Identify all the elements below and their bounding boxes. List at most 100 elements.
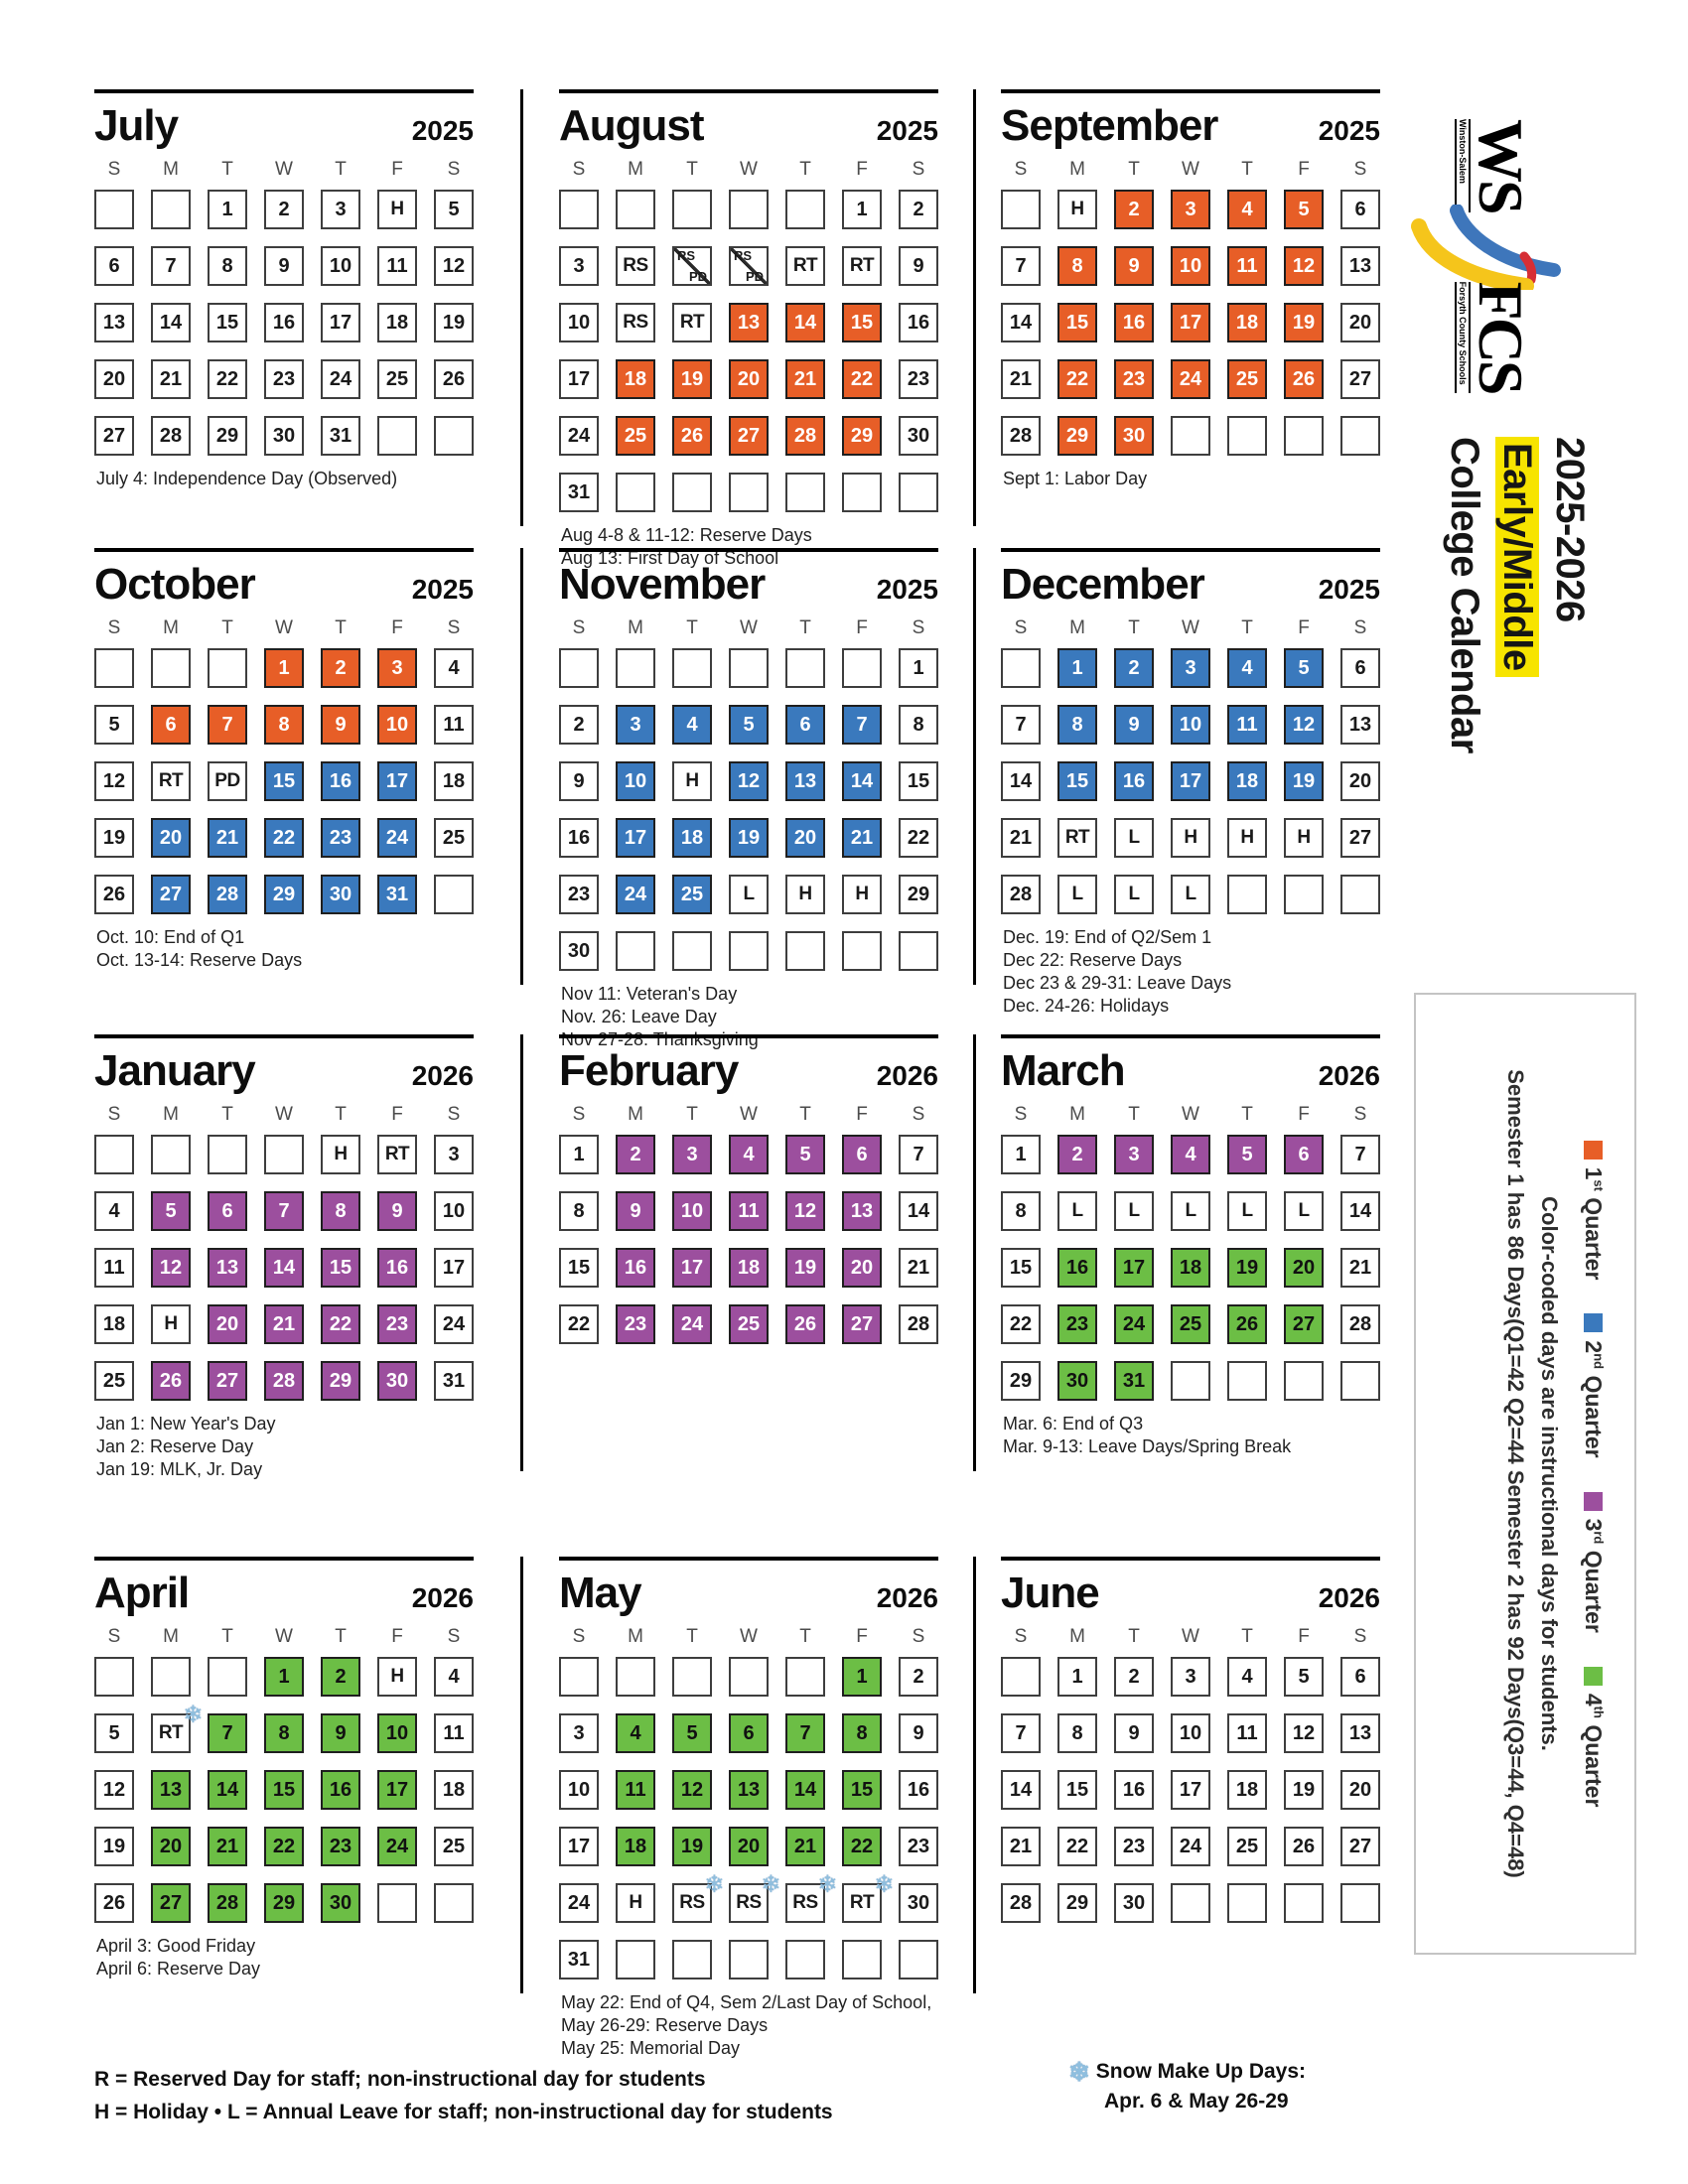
day-cell: 7 xyxy=(1001,705,1041,745)
weekday-label: M xyxy=(1069,159,1085,180)
day-cell: 3 xyxy=(1171,648,1210,688)
day-cell: 31 xyxy=(377,875,417,914)
month-note: April 3: Good Friday xyxy=(96,1936,256,1956)
day-cell: 20 xyxy=(729,1827,769,1866)
day-cell: 16 xyxy=(1057,1248,1097,1288)
day-cell: 3 xyxy=(1171,1657,1210,1697)
day-cell: 3 xyxy=(672,1135,712,1174)
weekday-label: T xyxy=(799,1104,811,1125)
weekday-label: M xyxy=(628,617,643,638)
legend-quarter-label: 4th Quarter xyxy=(1581,1693,1607,1808)
day-cell-rs: RS xyxy=(616,246,655,286)
column-divider xyxy=(520,1034,523,1471)
day-cell: 7 xyxy=(264,1191,304,1231)
day-cell: 16 xyxy=(1114,303,1154,342)
q2-color-swatch xyxy=(1584,1313,1603,1333)
day-cell: 29 xyxy=(842,416,882,456)
month-year: 2026 xyxy=(1318,1060,1380,1091)
day-cell: 30 xyxy=(321,1883,360,1923)
day-cell: 11 xyxy=(434,1713,474,1753)
day-cell: 4 xyxy=(434,648,474,688)
day-cell: 10 xyxy=(377,705,417,745)
day-cell: 3 xyxy=(616,705,655,745)
day-cell: 5 xyxy=(1284,190,1324,229)
day-cell: 13 xyxy=(151,1770,191,1810)
column-divider xyxy=(973,1034,976,1471)
weekday-label: W xyxy=(740,159,758,180)
day-cell-empty xyxy=(151,648,191,688)
day-cell-empty xyxy=(434,875,474,914)
day-cell: 12 xyxy=(151,1248,191,1288)
legend-quarter-item: 4th Quarter xyxy=(1580,1666,1607,1808)
day-cell: 1 xyxy=(842,1657,882,1697)
day-cell: 1 xyxy=(264,1657,304,1697)
day-cell-empty xyxy=(1227,875,1267,914)
day-cell-rt: RT xyxy=(1057,818,1097,858)
day-cell: 25 xyxy=(1171,1304,1210,1344)
weekday-label: T xyxy=(686,1104,698,1125)
day-cell: 28 xyxy=(264,1361,304,1401)
day-cell: 24 xyxy=(1114,1304,1154,1344)
day-cell: 17 xyxy=(434,1248,474,1288)
day-cell: 5 xyxy=(434,190,474,229)
day-cell: 30 xyxy=(1114,416,1154,456)
weekday-label: F xyxy=(391,617,403,638)
day-cell-rs: RS ❄ xyxy=(672,1871,724,1923)
day-cell: 29 xyxy=(264,875,304,914)
day-cell: 3 xyxy=(321,190,360,229)
month-notes: Dec. 19: End of Q2/Sem 1 Dec 22: Reserve … xyxy=(1001,926,1380,1018)
weekday-label: S xyxy=(1353,1104,1367,1125)
month-title: March xyxy=(1001,1046,1126,1095)
ws-logo-text: WS xyxy=(1466,119,1537,212)
day-cell: 16 xyxy=(616,1248,655,1288)
day-cell: 18 xyxy=(616,1827,655,1866)
weekday-label: T xyxy=(221,1104,233,1125)
day-cell: 4 xyxy=(1227,648,1267,688)
day-cell-rs-pd: RS PD xyxy=(672,246,712,286)
day-cell-h: H xyxy=(1057,190,1097,229)
day-cell: 27 xyxy=(1340,1827,1380,1866)
day-cell: 15 xyxy=(1057,1770,1097,1810)
day-cell-rt: RT ❄ xyxy=(151,1702,203,1753)
weekday-label: W xyxy=(275,617,293,638)
day-cell: 23 xyxy=(264,359,304,399)
day-cell-h: H xyxy=(321,1135,360,1174)
day-cell-h: H xyxy=(377,190,417,229)
day-cell: 10 xyxy=(434,1191,474,1231)
day-cell: 3 xyxy=(559,246,599,286)
day-cell: 27 xyxy=(94,416,134,456)
weekday-label: T xyxy=(1241,1626,1253,1647)
day-grid: 1 2 3 4 5 6 7 8 9 10 11 12 13 14 15 16 17 18 19 20 21 22 23 24 2… xyxy=(559,1135,938,1344)
day-cell: 1 xyxy=(208,190,247,229)
weekday-label: F xyxy=(856,159,868,180)
month-header: August 2025 xyxy=(559,101,938,151)
day-cell-empty xyxy=(1340,416,1380,456)
day-cell: 24 xyxy=(1171,359,1210,399)
day-cell: 18 xyxy=(94,1304,134,1344)
day-cell: 17 xyxy=(1114,1248,1154,1288)
day-cell: 8 xyxy=(842,1713,882,1753)
day-cell: 25 xyxy=(1227,1827,1267,1866)
day-cell: 26 xyxy=(1284,1827,1324,1866)
day-cell-empty xyxy=(94,190,134,229)
footer-reserved-day-note: R = Reserved Day for staff; non-instruct… xyxy=(94,2068,706,2091)
day-cell: 3 xyxy=(1114,1135,1154,1174)
weekday-label: M xyxy=(163,617,179,638)
weekday-label: S xyxy=(1353,1626,1367,1647)
day-cell: 23 xyxy=(899,1827,938,1866)
day-cell: 14 xyxy=(1001,303,1041,342)
day-cell: 27 xyxy=(1284,1304,1324,1344)
month-note: Nov. 26: Leave Day xyxy=(561,1007,717,1026)
day-cell: 8 xyxy=(1057,705,1097,745)
day-cell: 22 xyxy=(1001,1304,1041,1344)
day-cell: 15 xyxy=(321,1248,360,1288)
day-cell: 21 xyxy=(842,818,882,858)
weekday-label: M xyxy=(1069,1104,1085,1125)
day-cell-rs-pd: RS PD xyxy=(729,246,769,286)
weekday-label: S xyxy=(1014,1104,1028,1125)
